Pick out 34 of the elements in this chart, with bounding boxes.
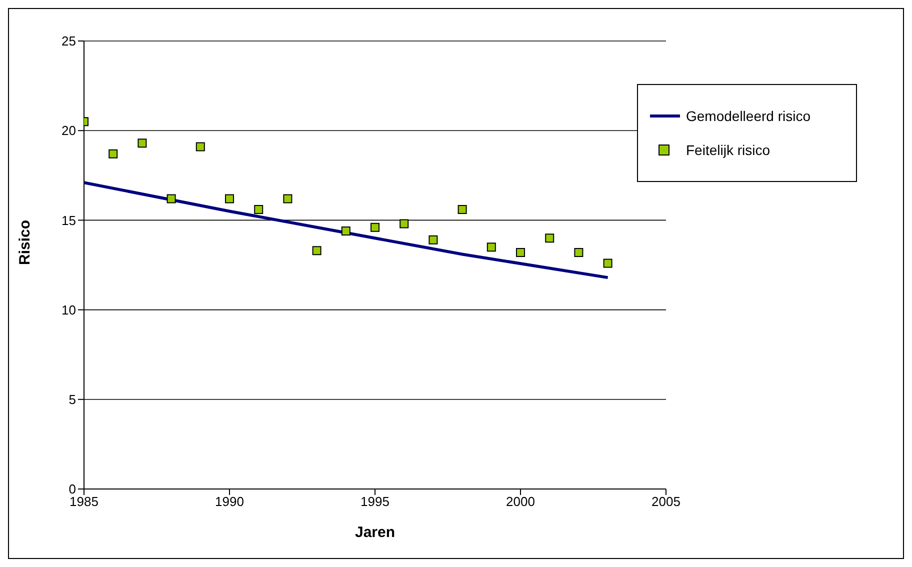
point [400, 219, 409, 228]
point [312, 246, 322, 256]
x-tick-label: 1995 [360, 494, 390, 510]
y-axis-title: Risico [16, 220, 34, 265]
x-tick-label: 2000 [506, 494, 535, 510]
point [283, 194, 292, 204]
y-tick-label: 0 [68, 482, 76, 497]
point [254, 204, 264, 214]
point [370, 222, 380, 232]
point [486, 242, 496, 252]
x-tick-label: 1985 [70, 494, 98, 510]
legend-label: Gemodelleerd risico [686, 108, 810, 124]
point [196, 142, 205, 152]
y-tick-label: 10 [62, 302, 76, 318]
x-tick-label: 1990 [215, 494, 244, 510]
point [516, 248, 525, 257]
point [545, 234, 554, 243]
y-tick-label: 5 [68, 392, 76, 408]
y-tick-label: 25 [62, 34, 76, 49]
legend-label: Feitelijk risico [686, 142, 770, 158]
point [138, 138, 147, 148]
x-axis-title: Jaren [354, 524, 396, 541]
line-series [84, 181, 610, 280]
point [108, 149, 118, 158]
x-tick-label: 2005 [652, 494, 680, 510]
point [428, 235, 438, 244]
point [225, 194, 234, 204]
y-tick-label: 15 [62, 212, 76, 228]
point [574, 248, 584, 257]
y-tick-label: 20 [62, 123, 76, 138]
point [603, 258, 612, 268]
point [458, 204, 467, 214]
point [166, 194, 176, 204]
point [341, 226, 350, 236]
